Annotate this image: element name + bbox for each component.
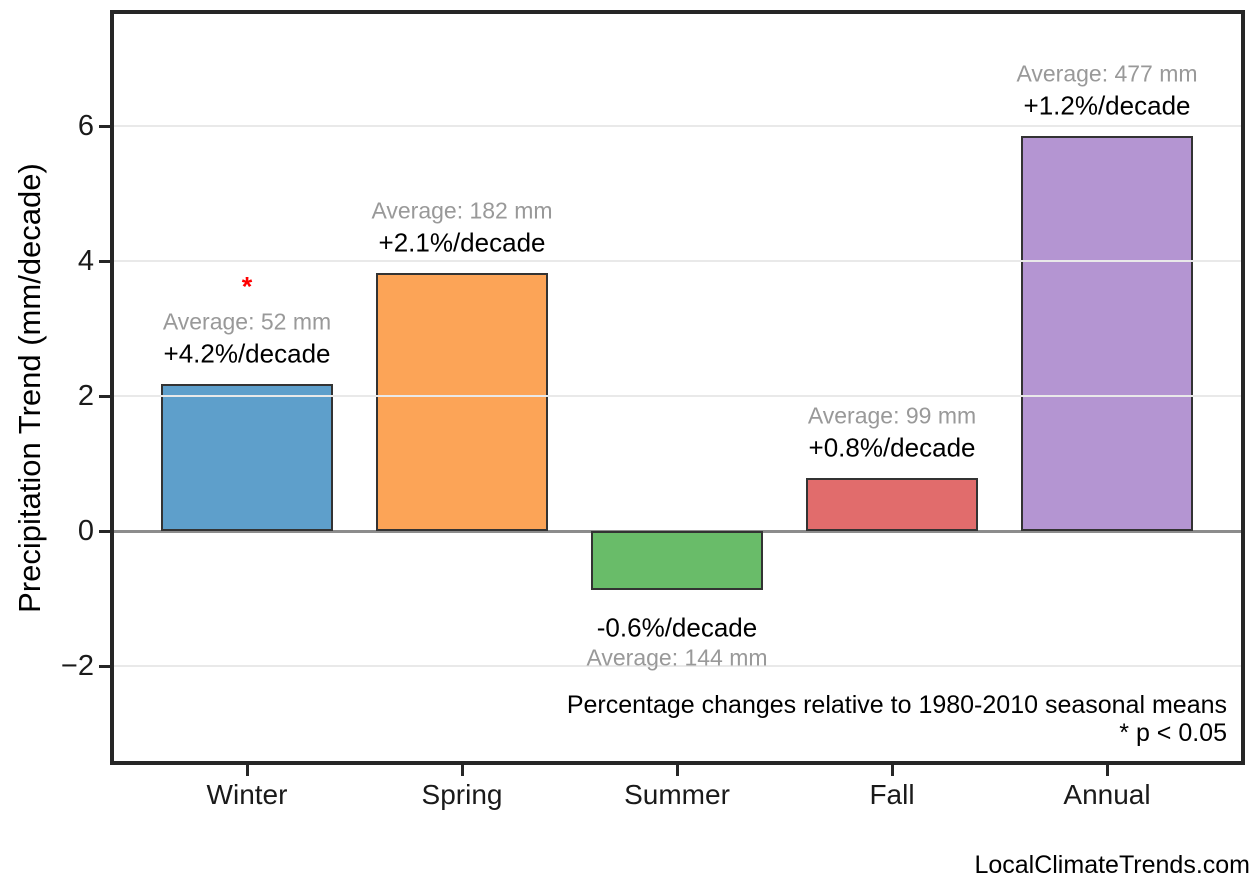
y-tick-label-0: 0 — [77, 515, 94, 547]
x-tick-mark-spring — [461, 765, 464, 776]
bar-annotation-average-summer: Average: 144 mm — [586, 644, 768, 671]
x-tick-label-summer: Summer — [624, 779, 730, 810]
plot-area: Percentage changes relative to 1980-2010… — [110, 10, 1245, 765]
bar-annotation-average-fall: Average: 99 mm — [807, 402, 977, 429]
footnote-pvalue-note: * p < 0.05 — [1119, 719, 1227, 747]
y-tick-mark-6 — [99, 125, 110, 128]
y-tick-mark-4 — [99, 260, 110, 263]
y-tick-mark--2 — [99, 665, 110, 668]
x-tick-label-spring: Spring — [421, 779, 503, 810]
x-tick-mark-summer — [676, 765, 679, 776]
gridline-y-4 — [114, 260, 1241, 262]
x-tick-mark-fall — [891, 765, 894, 776]
gridline-y--2 — [114, 665, 1241, 667]
bar-fall — [806, 478, 978, 531]
x-tick-label-annual: Annual — [1063, 779, 1151, 810]
bar-annotation-average-annual: Average: 477 mm — [1016, 60, 1198, 87]
bar-annotation-pct-fall: +0.8%/decade — [808, 432, 976, 463]
bar-summer — [591, 531, 763, 591]
footnote-percent-note: Percentage changes relative to 1980-2010… — [566, 691, 1227, 719]
y-tick-mark-0 — [99, 530, 110, 533]
gridline-y-6 — [114, 125, 1241, 127]
y-tick-label-2: 2 — [77, 380, 94, 412]
y-tick-mark-2 — [99, 395, 110, 398]
bar-winter — [161, 383, 333, 531]
bar-spring — [376, 273, 548, 531]
bar-annotation-pct-winter: +4.2%/decade — [163, 338, 331, 369]
bar-annotation-average-spring: Average: 182 mm — [371, 197, 553, 224]
bar-annotation-pct-annual: +1.2%/decade — [1023, 90, 1191, 121]
bar-annotation-pct-spring: +2.1%/decade — [378, 227, 546, 258]
y-tick-label-6: 6 — [77, 110, 94, 142]
bar-annotation-average-winter: Average: 52 mm — [162, 308, 332, 335]
gridline-y-2 — [114, 395, 1241, 397]
bar-annual — [1021, 136, 1193, 531]
watermark: LocalClimateTrends.com — [974, 851, 1250, 879]
x-tick-label-fall: Fall — [869, 779, 915, 810]
y-tick-label-4: 4 — [77, 245, 94, 277]
x-tick-mark-winter — [246, 765, 249, 776]
x-tick-label-winter: Winter — [206, 779, 288, 810]
bar-annotation-pct-summer: -0.6%/decade — [596, 612, 758, 643]
significance-asterisk-winter: * — [241, 271, 253, 302]
y-tick-label--2: −2 — [60, 650, 94, 682]
x-tick-mark-annual — [1106, 765, 1109, 776]
